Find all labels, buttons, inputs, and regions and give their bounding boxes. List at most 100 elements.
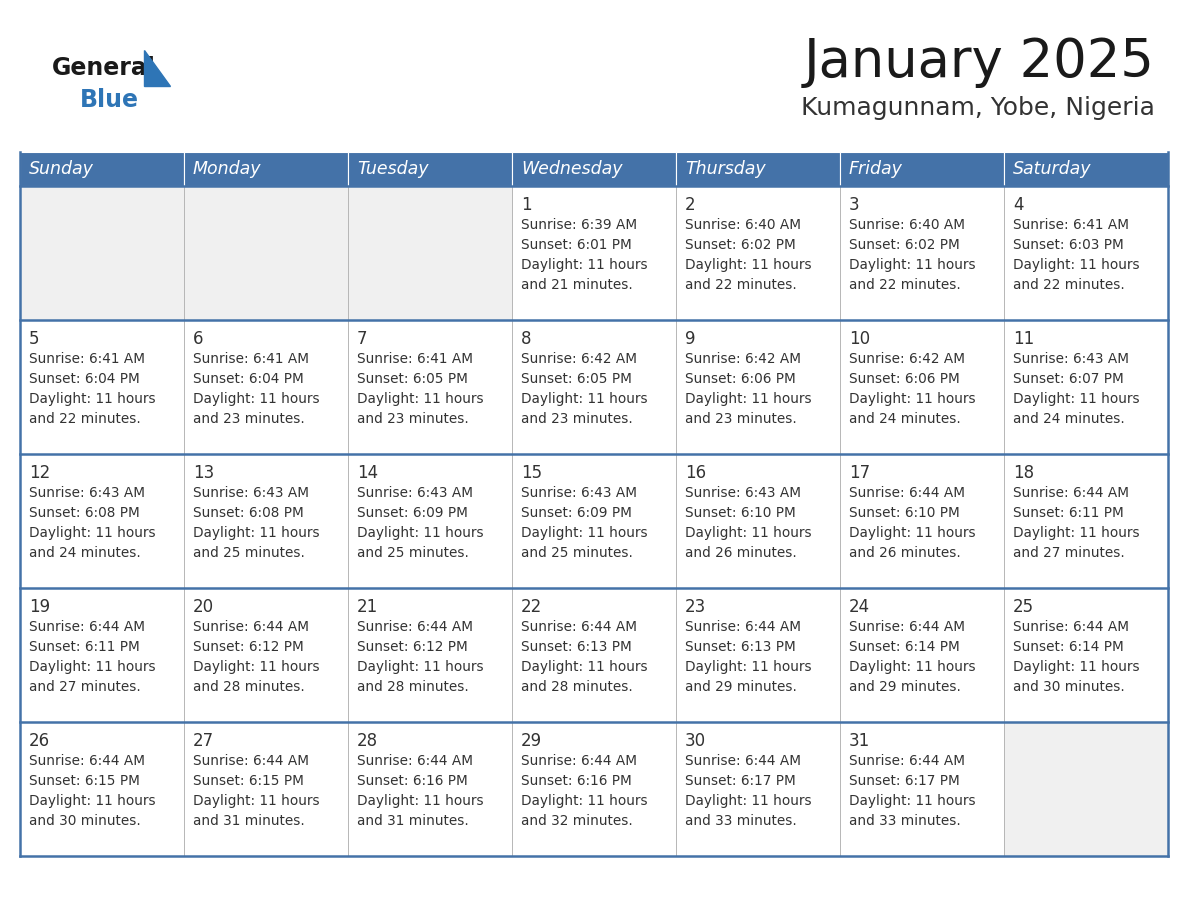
Text: Daylight: 11 hours: Daylight: 11 hours (522, 392, 647, 406)
Text: Sunrise: 6:40 AM: Sunrise: 6:40 AM (849, 218, 965, 232)
Text: Sunrise: 6:43 AM: Sunrise: 6:43 AM (1013, 352, 1129, 366)
Text: Sunset: 6:06 PM: Sunset: 6:06 PM (849, 372, 960, 386)
Text: Friday: Friday (849, 160, 903, 178)
Text: Daylight: 11 hours: Daylight: 11 hours (1013, 660, 1139, 674)
Text: Daylight: 11 hours: Daylight: 11 hours (685, 660, 811, 674)
Polygon shape (144, 50, 170, 86)
Text: Sunrise: 6:44 AM: Sunrise: 6:44 AM (685, 754, 801, 768)
Text: 25: 25 (1013, 598, 1034, 616)
Text: and 28 minutes.: and 28 minutes. (358, 680, 469, 694)
Bar (184, 588, 348, 722)
Bar (184, 454, 348, 588)
Text: Sunrise: 6:44 AM: Sunrise: 6:44 AM (1013, 486, 1129, 500)
Text: 7: 7 (358, 330, 367, 348)
Text: Daylight: 11 hours: Daylight: 11 hours (192, 794, 320, 808)
Bar (20, 588, 184, 722)
Text: Sunrise: 6:44 AM: Sunrise: 6:44 AM (522, 620, 637, 634)
Text: Sunset: 6:12 PM: Sunset: 6:12 PM (192, 640, 304, 654)
Text: Sunrise: 6:44 AM: Sunrise: 6:44 AM (522, 754, 637, 768)
Text: and 22 minutes.: and 22 minutes. (849, 278, 961, 292)
Text: Daylight: 11 hours: Daylight: 11 hours (358, 794, 484, 808)
Text: Sunrise: 6:41 AM: Sunrise: 6:41 AM (29, 352, 145, 366)
Text: Sunrise: 6:43 AM: Sunrise: 6:43 AM (522, 486, 637, 500)
Text: Sunset: 6:16 PM: Sunset: 6:16 PM (358, 774, 468, 788)
Text: 31: 31 (849, 732, 871, 750)
Text: Sunrise: 6:44 AM: Sunrise: 6:44 AM (29, 754, 145, 768)
Text: Blue: Blue (80, 88, 139, 112)
Text: Daylight: 11 hours: Daylight: 11 hours (192, 392, 320, 406)
Bar (20, 722, 184, 856)
Text: Sunset: 6:05 PM: Sunset: 6:05 PM (522, 372, 632, 386)
Bar (184, 320, 348, 454)
Text: Daylight: 11 hours: Daylight: 11 hours (522, 660, 647, 674)
Text: 1: 1 (522, 196, 531, 214)
Text: Sunset: 6:02 PM: Sunset: 6:02 PM (685, 238, 796, 252)
Text: and 21 minutes.: and 21 minutes. (522, 278, 633, 292)
Text: 10: 10 (849, 330, 870, 348)
Text: Sunset: 6:16 PM: Sunset: 6:16 PM (522, 774, 632, 788)
Text: 8: 8 (522, 330, 531, 348)
Text: Sunrise: 6:44 AM: Sunrise: 6:44 AM (29, 620, 145, 634)
Text: Thursday: Thursday (685, 160, 765, 178)
Text: and 22 minutes.: and 22 minutes. (29, 412, 140, 426)
Text: Sunset: 6:09 PM: Sunset: 6:09 PM (358, 506, 468, 520)
Text: Sunrise: 6:43 AM: Sunrise: 6:43 AM (29, 486, 145, 500)
Text: and 23 minutes.: and 23 minutes. (522, 412, 633, 426)
Text: Sunrise: 6:44 AM: Sunrise: 6:44 AM (849, 486, 965, 500)
Text: Sunset: 6:17 PM: Sunset: 6:17 PM (685, 774, 796, 788)
Text: Sunset: 6:10 PM: Sunset: 6:10 PM (685, 506, 796, 520)
Text: Sunrise: 6:41 AM: Sunrise: 6:41 AM (1013, 218, 1129, 232)
Bar (348, 152, 512, 186)
Bar (348, 186, 512, 320)
Text: Sunset: 6:09 PM: Sunset: 6:09 PM (522, 506, 632, 520)
Text: 26: 26 (29, 732, 50, 750)
Text: 18: 18 (1013, 464, 1034, 482)
Text: Sunset: 6:14 PM: Sunset: 6:14 PM (1013, 640, 1124, 654)
Text: Sunrise: 6:44 AM: Sunrise: 6:44 AM (358, 754, 473, 768)
Text: Daylight: 11 hours: Daylight: 11 hours (849, 660, 975, 674)
Text: and 27 minutes.: and 27 minutes. (29, 680, 140, 694)
Bar (840, 588, 1004, 722)
Text: Tuesday: Tuesday (358, 160, 429, 178)
Bar (348, 320, 512, 454)
Text: Daylight: 11 hours: Daylight: 11 hours (29, 392, 156, 406)
Text: Sunday: Sunday (29, 160, 94, 178)
Bar (840, 186, 1004, 320)
Text: and 22 minutes.: and 22 minutes. (685, 278, 797, 292)
Text: and 26 minutes.: and 26 minutes. (685, 546, 797, 560)
Text: Daylight: 11 hours: Daylight: 11 hours (849, 526, 975, 540)
Text: and 24 minutes.: and 24 minutes. (29, 546, 140, 560)
Bar (20, 152, 184, 186)
Text: and 33 minutes.: and 33 minutes. (849, 814, 961, 828)
Text: Sunset: 6:08 PM: Sunset: 6:08 PM (192, 506, 304, 520)
Text: Sunset: 6:06 PM: Sunset: 6:06 PM (685, 372, 796, 386)
Text: Daylight: 11 hours: Daylight: 11 hours (849, 392, 975, 406)
Bar (840, 320, 1004, 454)
Text: Wednesday: Wednesday (522, 160, 623, 178)
Text: Sunrise: 6:42 AM: Sunrise: 6:42 AM (849, 352, 965, 366)
Text: Sunset: 6:17 PM: Sunset: 6:17 PM (849, 774, 960, 788)
Text: Daylight: 11 hours: Daylight: 11 hours (358, 660, 484, 674)
Text: and 33 minutes.: and 33 minutes. (685, 814, 797, 828)
Text: Sunset: 6:15 PM: Sunset: 6:15 PM (192, 774, 304, 788)
Text: and 24 minutes.: and 24 minutes. (1013, 412, 1125, 426)
Text: Daylight: 11 hours: Daylight: 11 hours (29, 794, 156, 808)
Text: Sunset: 6:02 PM: Sunset: 6:02 PM (849, 238, 960, 252)
Text: Daylight: 11 hours: Daylight: 11 hours (358, 392, 484, 406)
Text: 2: 2 (685, 196, 696, 214)
Text: and 29 minutes.: and 29 minutes. (849, 680, 961, 694)
Bar (1004, 454, 1168, 588)
Text: and 25 minutes.: and 25 minutes. (358, 546, 469, 560)
Text: 28: 28 (358, 732, 378, 750)
Text: General: General (52, 56, 156, 80)
Text: Daylight: 11 hours: Daylight: 11 hours (1013, 392, 1139, 406)
Text: and 28 minutes.: and 28 minutes. (522, 680, 633, 694)
Text: Sunrise: 6:44 AM: Sunrise: 6:44 AM (1013, 620, 1129, 634)
Bar (840, 152, 1004, 186)
Text: Daylight: 11 hours: Daylight: 11 hours (685, 526, 811, 540)
Text: and 23 minutes.: and 23 minutes. (358, 412, 469, 426)
Text: Sunrise: 6:40 AM: Sunrise: 6:40 AM (685, 218, 801, 232)
Text: and 25 minutes.: and 25 minutes. (522, 546, 633, 560)
Text: 4: 4 (1013, 196, 1024, 214)
Text: and 31 minutes.: and 31 minutes. (192, 814, 305, 828)
